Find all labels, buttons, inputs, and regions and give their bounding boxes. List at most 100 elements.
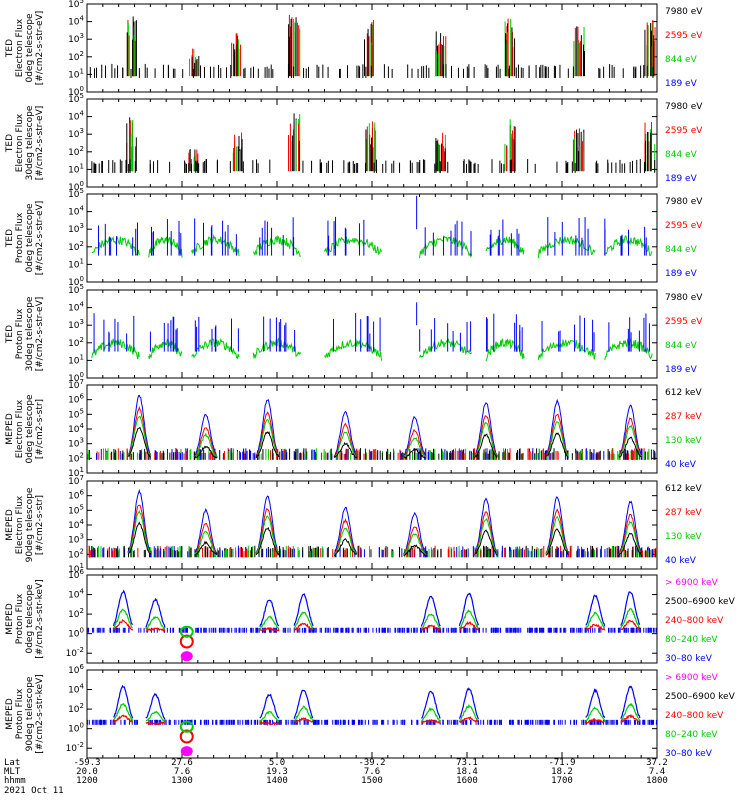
proton-flux-trace: [252, 337, 302, 360]
proton-flux-trace: [537, 235, 596, 259]
proton-pass-trace: [113, 619, 134, 631]
electron-peak-trace: [333, 527, 358, 556]
legend-entry: 80–240 keV: [665, 730, 718, 740]
y-axis-label: TED: [5, 39, 15, 58]
x-row-value: 18.2: [551, 767, 573, 777]
electron-peak-trace: [333, 517, 358, 555]
x-row-value: 1700: [551, 776, 573, 786]
y-axis-label: Proton Flux: [15, 308, 25, 359]
electron-peak-trace: [127, 488, 152, 553]
proton-pass-trace: [421, 690, 441, 719]
y-axis-label: 30deg telescope: [25, 105, 35, 180]
y-tick-label: 102: [68, 50, 84, 63]
electron-peak-trace: [255, 399, 280, 456]
y-axis-label: Proton Flux: [15, 593, 25, 644]
proton-pass-trace: [620, 608, 641, 629]
y-axis-label: [#/cm2-s-str-eV]: [35, 297, 45, 372]
proton-pass-trace: [113, 684, 134, 719]
y-axis-label: TED: [5, 229, 15, 248]
electron-peak-trace: [474, 402, 498, 457]
proton-pass-trace: [420, 595, 441, 627]
electron-peak-trace: [402, 416, 427, 458]
y-axis-label: [#/cm2-s-str-eV]: [35, 201, 45, 276]
y-tick-label: 100: [68, 180, 84, 193]
plot-frame: [86, 669, 658, 759]
proton-pass-trace: [113, 589, 134, 627]
y-tick-label: 102: [68, 607, 84, 620]
y-tick-label: 100: [68, 722, 84, 735]
y-tick-label: 105: [68, 92, 84, 105]
y-tick-label: 105: [68, 0, 84, 10]
electron-peak-trace: [333, 431, 358, 459]
y-axis-label: Electron Flux: [15, 399, 25, 458]
x-row-value: 27.6: [171, 758, 193, 768]
legend-entry: 80–240 keV: [665, 635, 718, 645]
proton-pass-trace: [259, 615, 280, 630]
panel-8: 106 104 102 100 10-2 MEPED Proton Flux 90deg te…: [5, 663, 736, 759]
x-row-value: 18.4: [456, 767, 478, 777]
legend-entry: 2595 eV: [665, 317, 703, 327]
saa-red-arc: [179, 729, 194, 744]
y-tick-label: 10-2: [66, 646, 84, 659]
electron-peak-trace: [255, 515, 280, 556]
x-row-value: 1600: [456, 776, 478, 786]
legend-entry: 2595 eV: [665, 221, 703, 231]
x-row-value: 19.3: [266, 767, 288, 777]
electron-peak-trace: [545, 421, 570, 457]
electron-peak-trace: [618, 424, 643, 458]
legend-entry: 287 keV: [665, 508, 702, 518]
proton-pass-trace: [585, 706, 606, 722]
y-tick-label: 100: [68, 85, 84, 98]
electron-peak-trace: [403, 544, 427, 556]
legend-entry: 2595 eV: [665, 31, 703, 41]
electron-peak-trace: [403, 511, 427, 555]
proton-flux-trace: [191, 233, 240, 257]
saa-green-arc: [179, 625, 194, 638]
legend-entry: 40 keV: [665, 460, 697, 470]
proton-pass-trace: [259, 721, 280, 727]
y-tick-label: 104: [68, 683, 84, 696]
proton-pass-trace: [459, 620, 479, 632]
saa-red-arc: [179, 634, 194, 649]
y-tick-label: 103: [68, 127, 84, 140]
proton-pass-trace: [620, 713, 641, 723]
proton-pass-trace: [420, 707, 441, 723]
y-axis-label: MEPED: [5, 509, 15, 541]
y-axis-label: Electron Flux: [15, 495, 25, 554]
electron-peak-trace: [127, 415, 152, 457]
proton-pass-trace: [145, 692, 166, 720]
y-axis-label: TED: [5, 325, 15, 344]
proton-pass-trace: [259, 599, 280, 627]
y-axis-label: [#/cm2-s-str-keV]: [35, 579, 45, 658]
y-tick-label: 100: [68, 627, 84, 640]
proton-flux-trace: [148, 338, 183, 359]
electron-peak-trace: [255, 431, 280, 459]
x-row-value: -59.3: [73, 758, 100, 768]
proton-pass-trace: [458, 592, 479, 627]
x-row-value: 7.6: [174, 767, 190, 777]
legend-entry: 30–80 keV: [665, 749, 713, 759]
proton-pass-trace: [259, 693, 280, 719]
y-tick-label: 103: [68, 222, 84, 235]
y-tick-label: 102: [68, 145, 84, 158]
electron-peak-trace: [474, 421, 498, 458]
y-tick-label: 106: [68, 489, 84, 502]
y-tick-label: 106: [68, 393, 84, 406]
legend-entry: 844 eV: [665, 150, 698, 160]
proton-pass-trace: [145, 597, 166, 628]
y-axis-label: 0deg telescope: [25, 584, 35, 654]
proton-pass-trace: [145, 616, 166, 630]
x-row-value: 20.0: [76, 767, 98, 777]
y-axis-label: Proton Flux: [15, 212, 25, 263]
legend-entry: 612 keV: [665, 484, 702, 494]
proton-pass-trace: [420, 719, 441, 725]
proton-pass-trace: [459, 703, 479, 722]
electron-peak-trace: [194, 522, 218, 555]
legend-entry: 2500–6900 keV: [665, 597, 736, 607]
y-axis-label: 90deg telescope: [25, 676, 35, 751]
x-row-value: 7.4: [649, 767, 665, 777]
electron-peak-trace: [618, 520, 643, 556]
y-tick-label: 104: [68, 518, 84, 531]
electron-peak-trace: [618, 500, 643, 555]
